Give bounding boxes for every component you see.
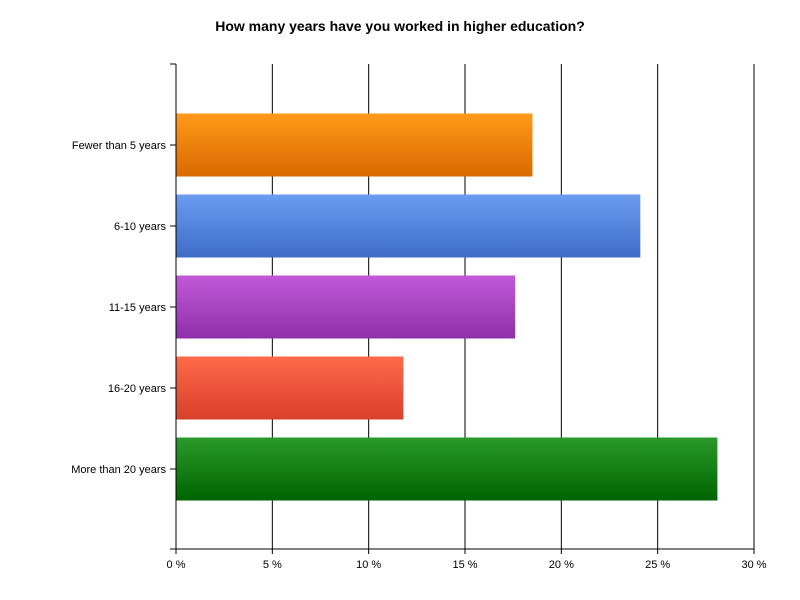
x-tick-label: 20 % bbox=[549, 559, 574, 571]
chart-title: How many years have you worked in higher… bbox=[215, 18, 585, 34]
bar-6-10-years bbox=[176, 194, 641, 258]
x-tick-label: 25 % bbox=[645, 559, 670, 571]
x-tick-label: 30 % bbox=[741, 559, 766, 571]
x-tick-label: 0 % bbox=[167, 559, 186, 571]
x-tick-label: 10 % bbox=[356, 559, 381, 571]
y-tick-label: 11-15 years bbox=[109, 302, 167, 314]
y-tick-label: More than 20 years bbox=[71, 464, 166, 476]
x-tick-label: 5 % bbox=[263, 559, 282, 571]
x-tick-label: 15 % bbox=[452, 559, 477, 571]
bar-11-15-years bbox=[176, 275, 516, 339]
y-tick-label: 16-20 years bbox=[108, 383, 167, 395]
bar-16-20-years bbox=[176, 356, 404, 420]
y-tick-label: 6-10 years bbox=[114, 221, 166, 233]
bar-fewer-than-5-years bbox=[176, 113, 533, 177]
y-tick-label: Fewer than 5 years bbox=[72, 140, 167, 152]
bar-layer bbox=[176, 113, 718, 501]
bar-more-than-20-years bbox=[176, 437, 718, 501]
axis-layer: Fewer than 5 years 6-10 years 11-15 years 1… bbox=[71, 63, 767, 571]
